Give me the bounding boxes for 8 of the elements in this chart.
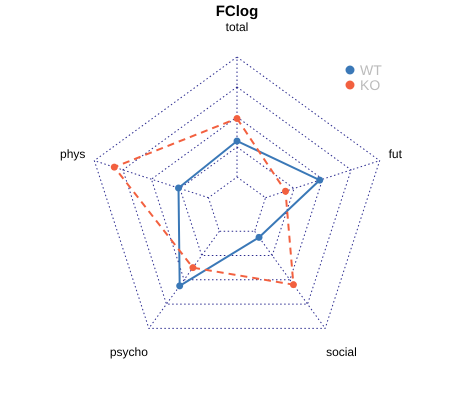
spoke-label: phys — [60, 146, 86, 161]
spoke-label: fut — [388, 146, 403, 161]
legend-label: WT — [360, 62, 382, 78]
legend-label: KO — [360, 77, 380, 93]
spoke-label: social — [326, 345, 357, 360]
spoke-label: psycho — [110, 345, 148, 360]
chart-title: FClog — [216, 3, 258, 20]
spoke-label: total — [226, 20, 248, 34]
